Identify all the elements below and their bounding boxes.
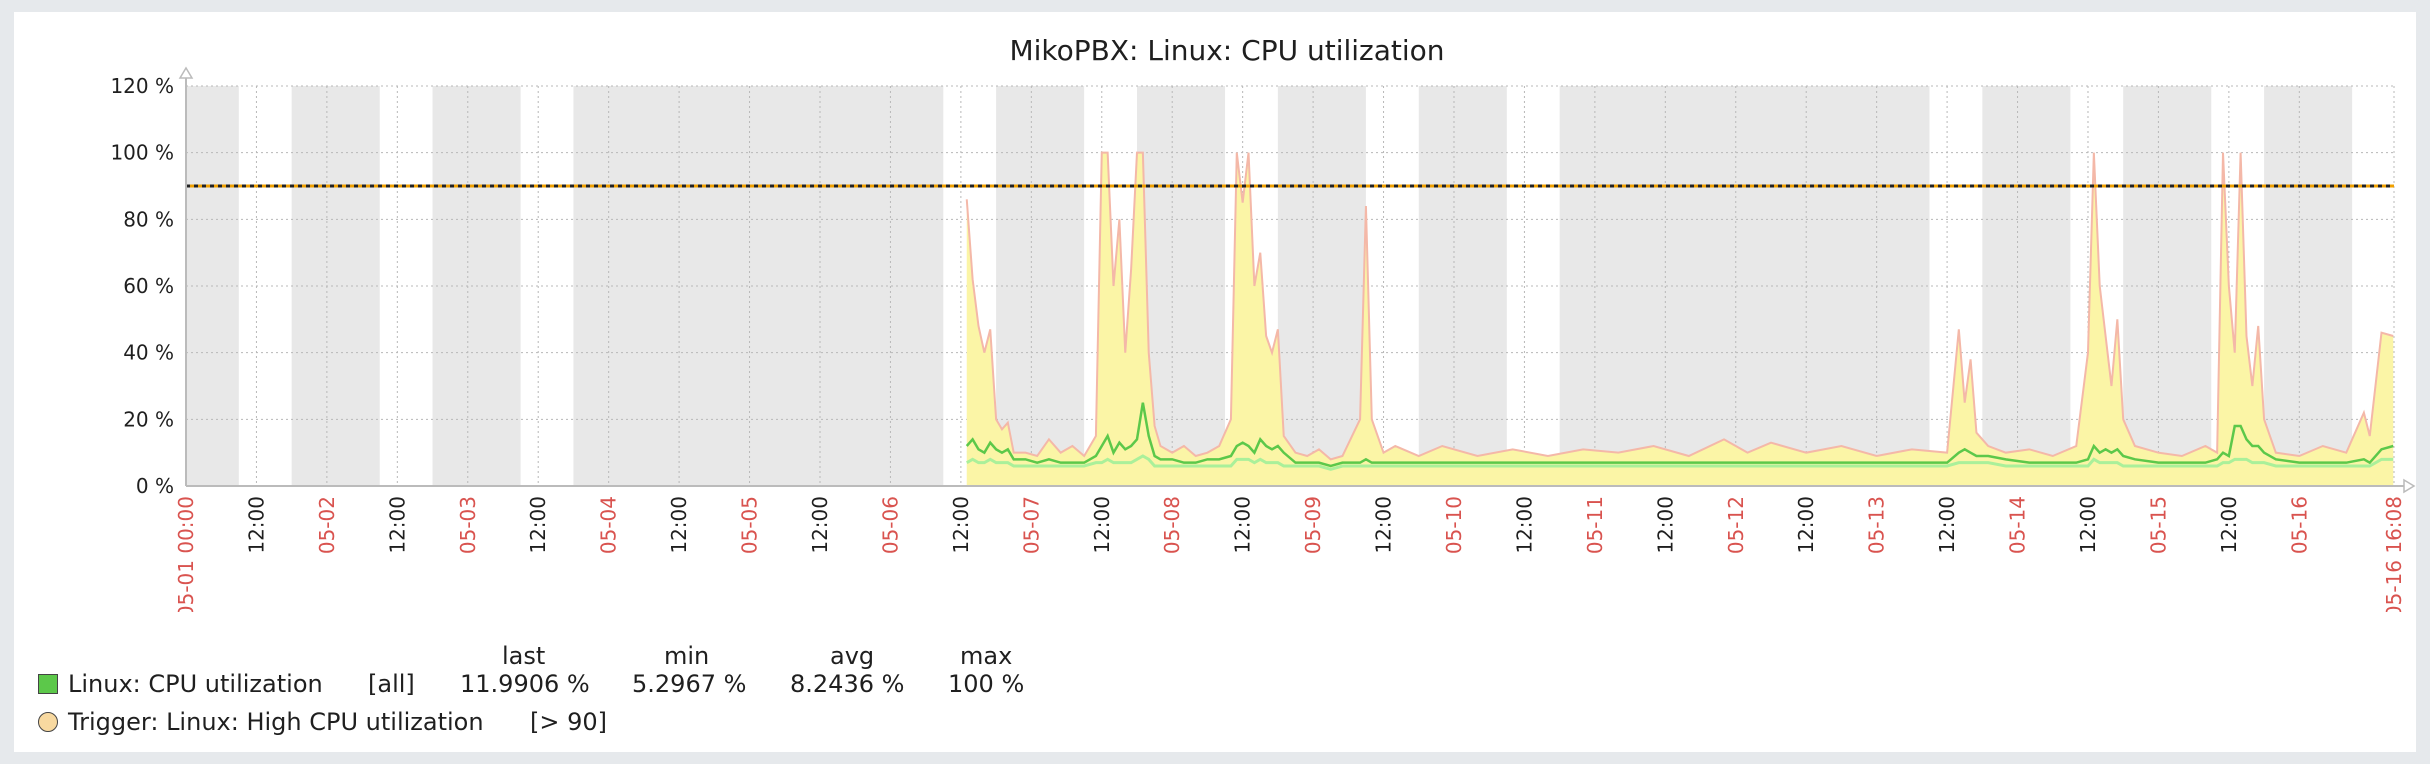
x-tick-label: 05-11 (1583, 496, 1607, 554)
x-tick-label: 05-14 (2006, 496, 2030, 554)
x-tick-label: 05-16 (2287, 496, 2311, 554)
y-tick-label: 120 % (110, 74, 174, 98)
x-tick-label: 12:00 (2076, 496, 2100, 554)
legend-swatch-cpu (38, 674, 58, 694)
x-tick-label: 05-13 (1865, 496, 1889, 554)
x-tick-label: 12:00 (244, 496, 268, 554)
chart-title: MikoPBX: Linux: CPU utilization (1009, 34, 1444, 67)
legend-swatch-trigger (38, 712, 58, 732)
night-band-4 (996, 86, 1085, 486)
y-tick-labels: 0 % 20 % 40 % 60 % 80 % 100 % 120 % (110, 74, 174, 498)
x-tick-label: 12:00 (808, 496, 832, 554)
legend-series-avg: 8.2436 % (790, 670, 905, 698)
legend-header-avg: avg (830, 642, 875, 670)
x-tick-label: 05-10 (1442, 496, 1466, 554)
x-tick-label: 05-09 (1301, 496, 1325, 554)
x-tick-label: 12:00 (949, 496, 973, 554)
x-tick-label: 12:00 (526, 496, 550, 554)
cpu-utilization-chart: MikoPBX: Linux: CPU utilization 0 % 20 % 4… (110, 34, 2416, 612)
x-tick-label: 12:00 (1935, 496, 1959, 554)
x-tick-label: 05-08 (1160, 496, 1184, 554)
series-avg-line-0 (965, 402, 2394, 468)
x-tick-label: 12:00 (1231, 496, 1255, 554)
x-tick-label: 05-07 (1019, 496, 1043, 554)
x-tick-label: 05-12 (1724, 496, 1748, 554)
legend-header-min: min (664, 642, 710, 670)
x-tick-label: 12:00 (667, 496, 691, 554)
x-axis-arrow (2403, 478, 2416, 494)
axes (178, 66, 2416, 494)
x-tick-label: 12:00 (1090, 496, 1114, 554)
y-axis-arrow (178, 66, 194, 79)
legend-series-func: [all] (368, 670, 415, 698)
x-tick-label: 12:00 (2217, 496, 2241, 554)
night-band-8 (1559, 86, 1930, 486)
x-tick-label: 12:00 (1794, 496, 1818, 554)
legend-header-max: max (960, 642, 1013, 670)
x-tick-label: 05-04 (597, 496, 621, 554)
series-min-line-0 (966, 454, 2394, 471)
y-tick-label: 100 % (110, 141, 174, 165)
y-tick-label: 80 % (123, 207, 174, 231)
series-max-line-0 (965, 151, 2394, 461)
x-tick-labels: 05-01 00:00 12:00 05-02 12:00 05-03 12:00 05-0… (174, 496, 2406, 612)
y-tick-label: 20 % (123, 407, 174, 431)
legend-series-name: Linux: CPU utilization (68, 670, 323, 698)
series-area (965, 151, 2394, 486)
legend-series-last: 11.9906 % (460, 670, 590, 698)
legend-trigger-condition: [> 90] (530, 708, 608, 736)
x-tick-label: 05-06 (878, 496, 902, 554)
legend-series-max: 100 % (948, 670, 1025, 698)
x-tick-label: 05-15 (2146, 496, 2170, 554)
y-tick-label: 40 % (123, 341, 174, 365)
x-tick-label: 12:00 (1653, 496, 1677, 554)
x-tick-label: 05-05 (738, 496, 762, 554)
x-tick-label: 12:00 (385, 496, 409, 554)
graph-frame: MikoPBX: Linux: CPU utilization 0 % 20 % 4… (14, 12, 2416, 752)
series-max-area-0 (966, 152, 2394, 486)
x-tick-label: 12:00 (1372, 496, 1396, 554)
x-tick-label: 05-01 00:00 (174, 496, 198, 612)
y-tick-label: 0 % (136, 474, 174, 498)
x-tick-label: 05-02 (315, 496, 339, 554)
y-tick-label: 60 % (123, 274, 174, 298)
x-tick-label: 05-03 (456, 496, 480, 554)
legend-series-min: 5.2967 % (632, 670, 747, 698)
legend-header-last: last (502, 642, 546, 670)
x-tick-label: 12:00 (1512, 496, 1536, 554)
x-tick-label: 05-16 16:08 (2382, 496, 2406, 612)
legend-trigger-name: Trigger: Linux: High CPU utilization (68, 708, 484, 736)
